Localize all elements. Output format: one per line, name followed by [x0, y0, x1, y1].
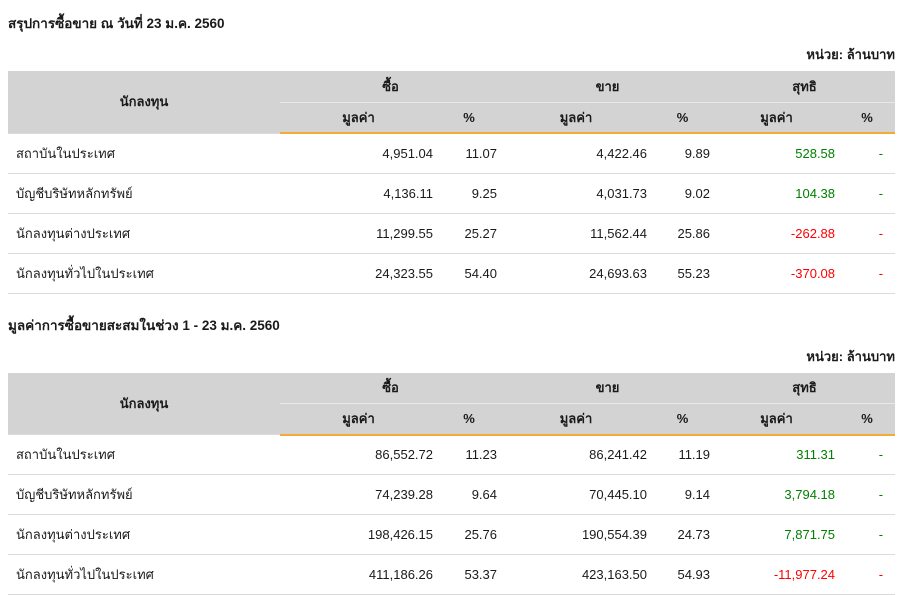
sell-value-cell: 4,422.46: [501, 133, 651, 173]
buy-value-cell: 24,323.55: [280, 253, 437, 293]
net-value-cell: -370.08: [714, 253, 839, 293]
column-header-net-percent: %: [839, 102, 895, 133]
sell-percent-cell: 54.93: [651, 555, 714, 595]
buy-value-cell: 86,552.72: [280, 435, 437, 475]
column-group-net: สุทธิ: [714, 71, 895, 102]
investor-name-cell: สถาบันในประเทศ: [8, 133, 280, 173]
net-percent-cell: -: [839, 475, 895, 515]
column-header-investor: นักลงทุน: [8, 373, 280, 435]
investor-name-cell: สถาบันในประเทศ: [8, 435, 280, 475]
net-percent-cell: -: [839, 133, 895, 173]
column-header-buy-value: มูลค่า: [280, 404, 437, 435]
net-percent-cell: -: [839, 555, 895, 595]
column-group-sell: ขาย: [501, 71, 714, 102]
market-summary-page: สรุปการซื้อขาย ณ วันที่ 23 ม.ค. 2560 หน่…: [8, 8, 895, 595]
buy-percent-cell: 25.27: [437, 213, 501, 253]
daily-trading-summary-section: สรุปการซื้อขาย ณ วันที่ 23 ม.ค. 2560 หน่…: [8, 8, 895, 294]
investor-name-cell: นักลงทุนทั่วไปในประเทศ: [8, 253, 280, 293]
sell-value-cell: 423,163.50: [501, 555, 651, 595]
net-percent-cell: -: [839, 435, 895, 475]
sell-percent-cell: 11.19: [651, 435, 714, 475]
net-value-cell: 3,794.18: [714, 475, 839, 515]
sell-percent-cell: 24.73: [651, 515, 714, 555]
net-percent-cell: -: [839, 213, 895, 253]
buy-value-cell: 411,186.26: [280, 555, 437, 595]
daily-investor-table: นักลงทุน ซื้อ ขาย สุทธิ มูลค่า % มูลค่า …: [8, 71, 895, 294]
net-percent-cell: -: [839, 253, 895, 293]
sell-value-cell: 11,562.44: [501, 213, 651, 253]
accumulated-trading-summary-section: มูลค่าการซื้อขายสะสมในช่วง 1 - 23 ม.ค. 2…: [8, 310, 895, 595]
buy-value-cell: 4,951.04: [280, 133, 437, 173]
buy-percent-cell: 9.25: [437, 173, 501, 213]
column-header-buy-percent: %: [437, 102, 501, 133]
buy-value-cell: 11,299.55: [280, 213, 437, 253]
table-header: นักลงทุน ซื้อ ขาย สุทธิ มูลค่า % มูลค่า …: [8, 71, 895, 133]
buy-percent-cell: 9.64: [437, 475, 501, 515]
column-header-net-value: มูลค่า: [714, 404, 839, 435]
sell-percent-cell: 25.86: [651, 213, 714, 253]
net-value-cell: 528.58: [714, 133, 839, 173]
net-value-cell: -262.88: [714, 213, 839, 253]
buy-value-cell: 4,136.11: [280, 173, 437, 213]
net-value-cell: 104.38: [714, 173, 839, 213]
sell-value-cell: 70,445.10: [501, 475, 651, 515]
net-value-cell: -11,977.24: [714, 555, 839, 595]
investor-name-cell: นักลงทุนต่างประเทศ: [8, 213, 280, 253]
column-group-net: สุทธิ: [714, 373, 895, 404]
sell-value-cell: 86,241.42: [501, 435, 651, 475]
column-header-buy-value: มูลค่า: [280, 102, 437, 133]
unit-label: หน่วย: ล้านบาท: [8, 42, 895, 71]
column-group-sell: ขาย: [501, 373, 714, 404]
column-header-buy-percent: %: [437, 404, 501, 435]
net-value-cell: 311.31: [714, 435, 839, 475]
section-title-accumulated: มูลค่าการซื้อขายสะสมในช่วง 1 - 23 ม.ค. 2…: [8, 310, 895, 344]
buy-percent-cell: 11.07: [437, 133, 501, 173]
sell-percent-cell: 9.02: [651, 173, 714, 213]
sell-percent-cell: 9.89: [651, 133, 714, 173]
sell-percent-cell: 55.23: [651, 253, 714, 293]
column-header-sell-value: มูลค่า: [501, 404, 651, 435]
net-percent-cell: -: [839, 515, 895, 555]
column-header-investor: นักลงทุน: [8, 71, 280, 133]
net-percent-cell: -: [839, 173, 895, 213]
sell-percent-cell: 9.14: [651, 475, 714, 515]
table-header: นักลงทุน ซื้อ ขาย สุทธิ มูลค่า % มูลค่า …: [8, 373, 895, 435]
section-title-daily: สรุปการซื้อขาย ณ วันที่ 23 ม.ค. 2560: [8, 8, 895, 42]
sell-value-cell: 4,031.73: [501, 173, 651, 213]
net-value-cell: 7,871.75: [714, 515, 839, 555]
column-header-sell-percent: %: [651, 404, 714, 435]
investor-name-cell: นักลงทุนต่างประเทศ: [8, 515, 280, 555]
buy-percent-cell: 54.40: [437, 253, 501, 293]
buy-percent-cell: 25.76: [437, 515, 501, 555]
column-header-net-value: มูลค่า: [714, 102, 839, 133]
column-group-buy: ซื้อ: [280, 71, 501, 102]
column-group-buy: ซื้อ: [280, 373, 501, 404]
buy-percent-cell: 11.23: [437, 435, 501, 475]
investor-name-cell: นักลงทุนทั่วไปในประเทศ: [8, 555, 280, 595]
column-header-sell-value: มูลค่า: [501, 102, 651, 133]
unit-label: หน่วย: ล้านบาท: [8, 344, 895, 373]
column-header-sell-percent: %: [651, 102, 714, 133]
investor-name-cell: บัญชีบริษัทหลักทรัพย์: [8, 173, 280, 213]
investor-name-cell: บัญชีบริษัทหลักทรัพย์: [8, 475, 280, 515]
sell-value-cell: 24,693.63: [501, 253, 651, 293]
column-header-net-percent: %: [839, 404, 895, 435]
sell-value-cell: 190,554.39: [501, 515, 651, 555]
buy-percent-cell: 53.37: [437, 555, 501, 595]
buy-value-cell: 74,239.28: [280, 475, 437, 515]
accumulated-investor-table: นักลงทุน ซื้อ ขาย สุทธิ มูลค่า % มูลค่า …: [8, 373, 895, 595]
buy-value-cell: 198,426.15: [280, 515, 437, 555]
